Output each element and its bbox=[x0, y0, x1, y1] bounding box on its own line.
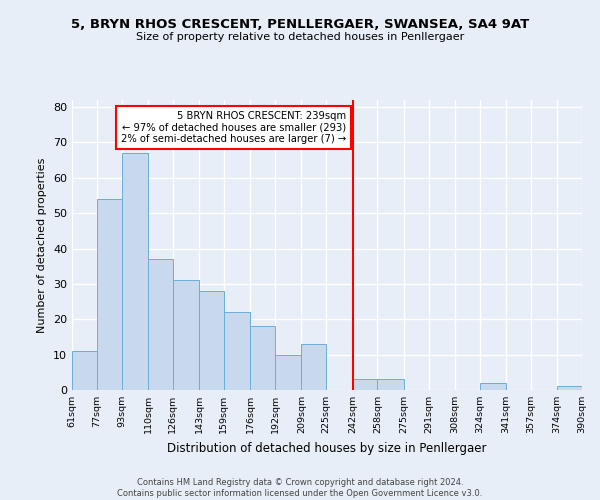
Bar bbox=[353, 380, 377, 390]
Bar bbox=[377, 380, 404, 390]
Text: Contains HM Land Registry data © Crown copyright and database right 2024.
Contai: Contains HM Land Registry data © Crown c… bbox=[118, 478, 482, 498]
Bar bbox=[479, 383, 506, 390]
Bar bbox=[97, 199, 122, 390]
X-axis label: Distribution of detached houses by size in Penllergaer: Distribution of detached houses by size … bbox=[167, 442, 487, 454]
Bar bbox=[224, 312, 250, 390]
Bar bbox=[199, 291, 224, 390]
Bar bbox=[122, 153, 148, 390]
Text: 5, BRYN RHOS CRESCENT, PENLLERGAER, SWANSEA, SA4 9AT: 5, BRYN RHOS CRESCENT, PENLLERGAER, SWAN… bbox=[71, 18, 529, 30]
Bar bbox=[301, 344, 326, 390]
Text: Size of property relative to detached houses in Penllergaer: Size of property relative to detached ho… bbox=[136, 32, 464, 42]
Text: 5 BRYN RHOS CRESCENT: 239sqm
← 97% of detached houses are smaller (293)
2% of se: 5 BRYN RHOS CRESCENT: 239sqm ← 97% of de… bbox=[121, 110, 346, 144]
Bar bbox=[148, 259, 173, 390]
Bar bbox=[173, 280, 199, 390]
Y-axis label: Number of detached properties: Number of detached properties bbox=[37, 158, 47, 332]
Bar bbox=[557, 386, 582, 390]
Bar bbox=[275, 354, 301, 390]
Bar bbox=[72, 351, 97, 390]
Bar bbox=[250, 326, 275, 390]
